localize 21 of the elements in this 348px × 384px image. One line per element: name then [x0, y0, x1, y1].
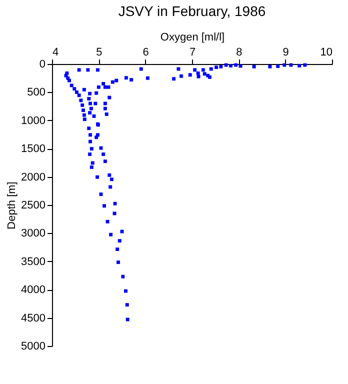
y-tick-label: 2000	[21, 171, 46, 184]
x-tick-label: 8	[236, 46, 242, 58]
chart-title: JSVY in February, 1986	[118, 3, 266, 19]
y-tick-label: 4000	[21, 284, 46, 296]
y-tick-label: 500	[27, 86, 46, 99]
x-tick-label: 5	[96, 46, 102, 58]
y-tick-label: 1000	[21, 114, 46, 127]
y-tick-label: 0	[39, 58, 46, 70]
y-tick-label: 3500	[21, 256, 46, 268]
y-tick-label: 4500	[21, 312, 46, 324]
x-axis-title: Oxygen [ml/l]	[160, 32, 225, 44]
x-tick-label: 10	[320, 46, 332, 58]
y-tick-label: 1500	[21, 143, 46, 156]
y-axis-title: Depth [m]	[6, 182, 18, 230]
x-tick-label: 9	[282, 46, 289, 58]
x-tick-label: 4	[52, 46, 59, 58]
y-tick-label: 3000	[21, 228, 46, 240]
y-tick-label: 2500	[21, 200, 46, 212]
y-tick-label: 5000	[21, 340, 46, 352]
x-tick-label: 7	[189, 46, 196, 58]
x-tick-label: 6	[142, 46, 149, 58]
